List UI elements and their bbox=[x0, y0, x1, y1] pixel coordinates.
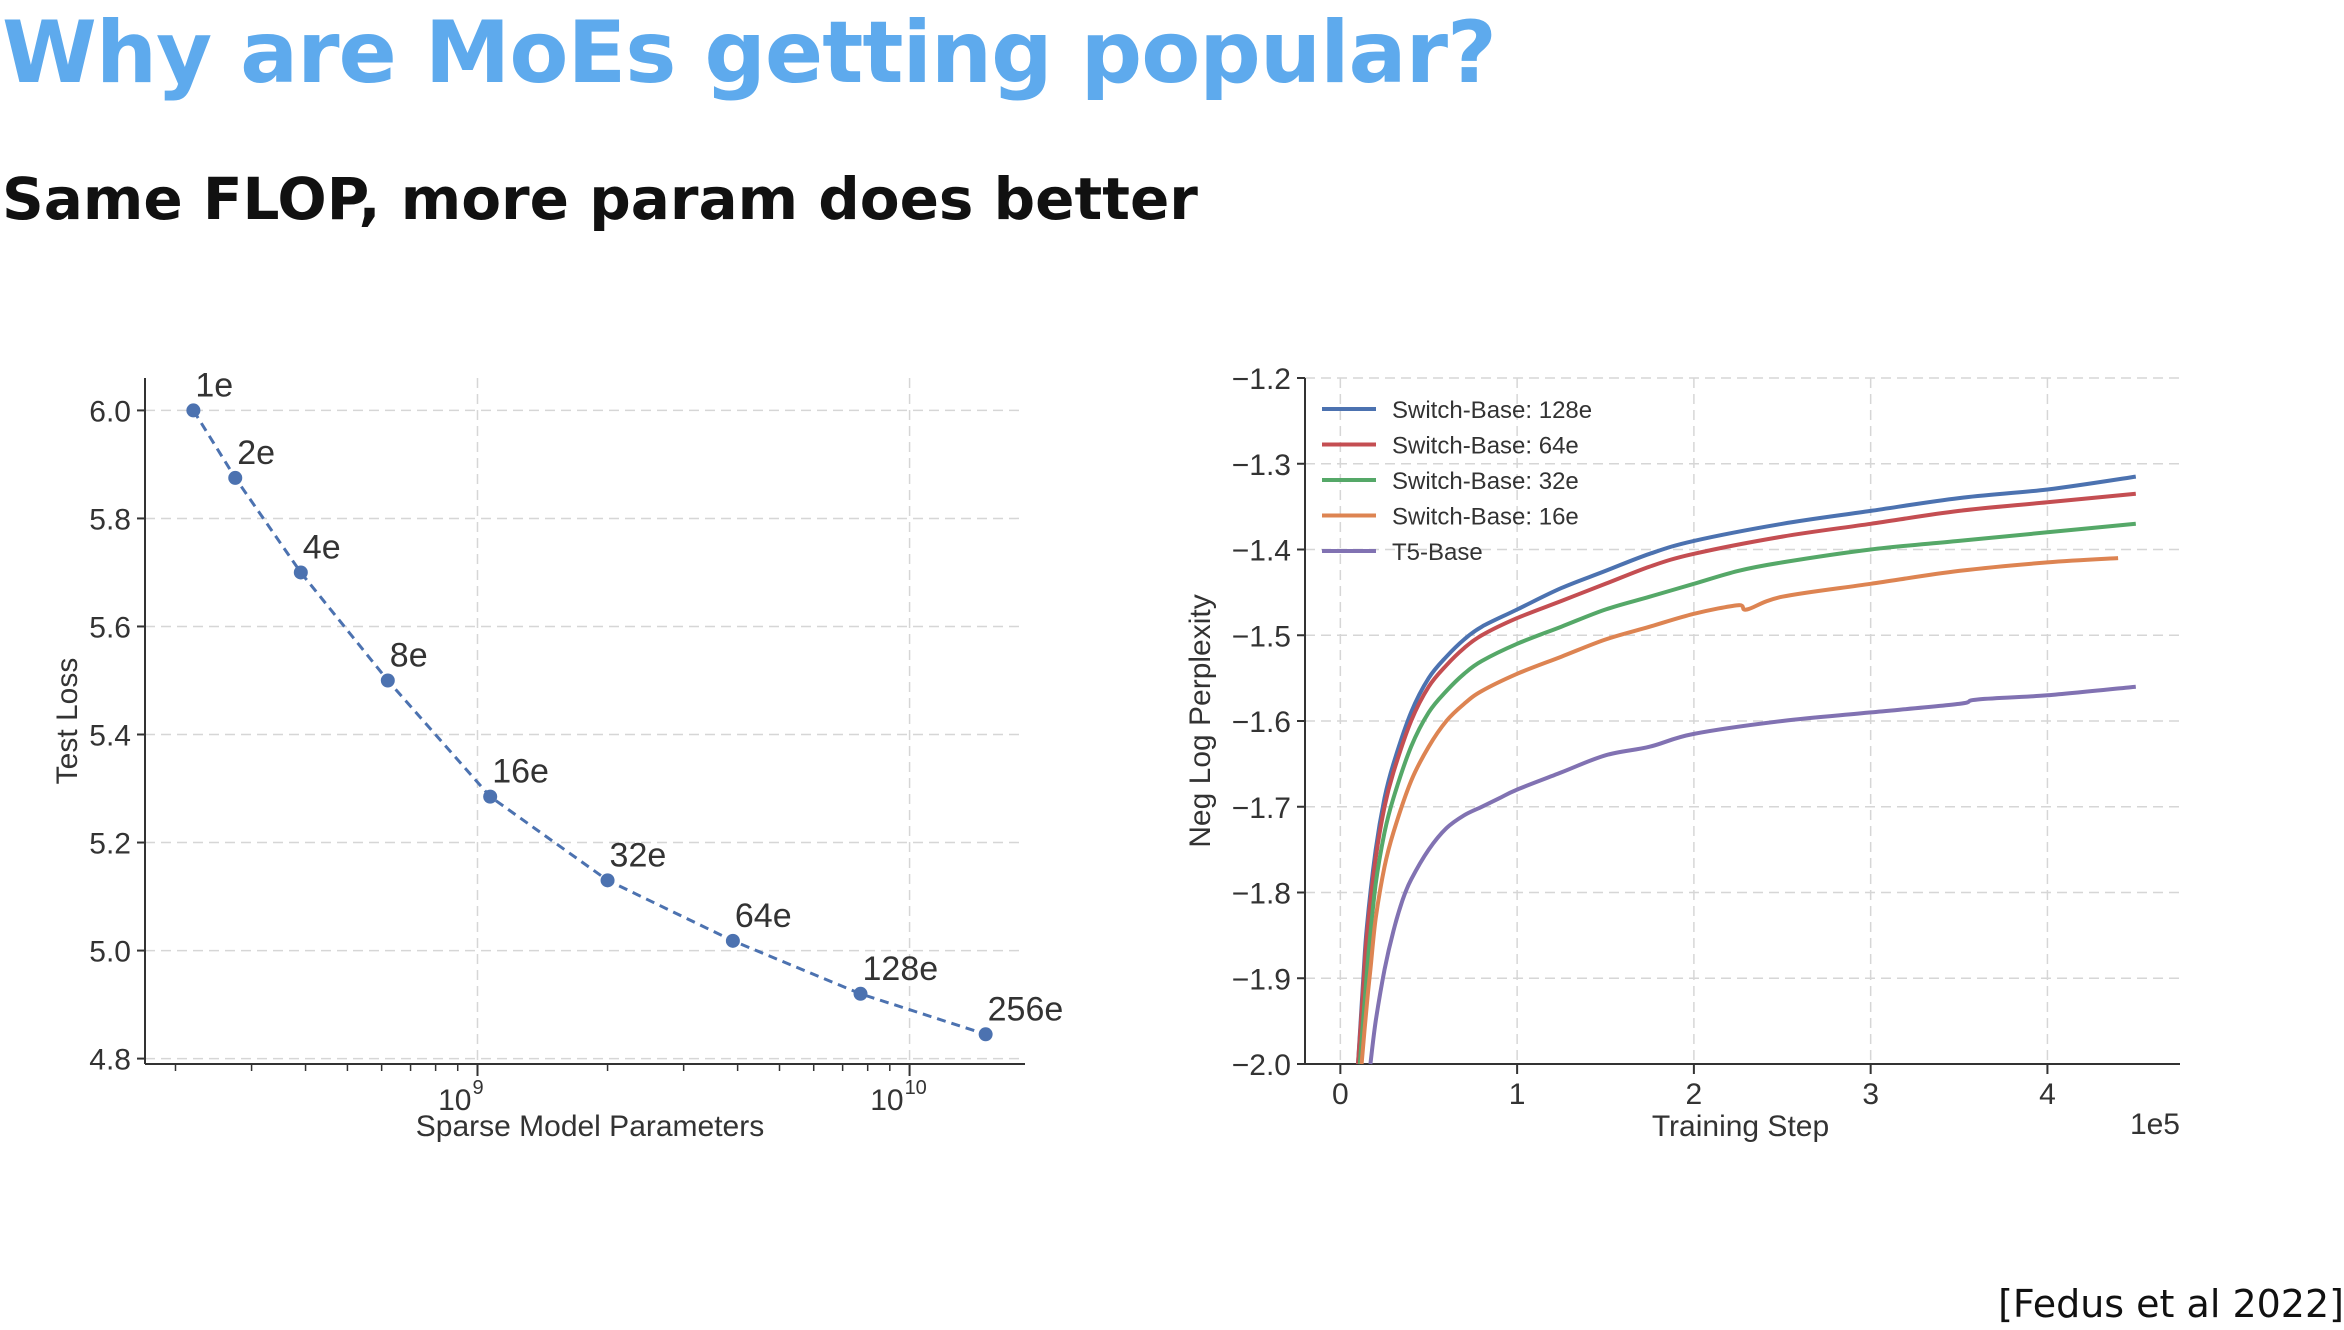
y-tick-label: 6.0 bbox=[89, 395, 131, 428]
legend: Switch-Base: 128e Switch-Base: 64e Switch-… bbox=[1322, 397, 1592, 566]
slide-subtitle: Same FLOP, more param does better bbox=[2, 165, 1198, 233]
x-tick-label: 2 bbox=[1686, 1078, 1703, 1111]
data-label-2e: 2e bbox=[237, 434, 275, 472]
data-point-128e bbox=[853, 986, 868, 1001]
data-label-4e: 4e bbox=[303, 528, 341, 566]
series-line-4 bbox=[1368, 684, 2136, 1065]
perplexity-chart: −1.2 −1.3 −1.4 −1.5 −1.6 −1.7 −1.8 −1.9 −2.0 0 1 2 3… bbox=[1184, 363, 2180, 1143]
series-line-2 bbox=[1357, 521, 2136, 1065]
data-label-128e: 128e bbox=[863, 950, 939, 988]
citation: [Fedus et al 2022] bbox=[1998, 1282, 2344, 1326]
data-label-32e: 32e bbox=[610, 836, 667, 874]
x-tick-label: 3 bbox=[1862, 1078, 1879, 1111]
legend-label-2: Switch-Base: 32e bbox=[1392, 468, 1579, 495]
data-label-8e: 8e bbox=[390, 636, 428, 674]
x-tick-label-exponent: 10 bbox=[905, 1077, 927, 1099]
x-axis-label: Sparse Model Parameters bbox=[416, 1110, 765, 1143]
y-tick-label: −2.0 bbox=[1232, 1049, 1291, 1082]
legend-label-3: Switch-Base: 16e bbox=[1392, 504, 1579, 531]
data-point-1e bbox=[186, 403, 201, 418]
slide-title: Why are MoEs getting popular? bbox=[2, 3, 1497, 103]
x-tick-label-base: 10 bbox=[870, 1084, 903, 1117]
y-tick-label: −1.8 bbox=[1232, 878, 1291, 911]
data-label-16e: 16e bbox=[492, 753, 549, 791]
y-tick-label: −1.5 bbox=[1232, 620, 1291, 653]
series-line-3 bbox=[1359, 556, 2119, 1065]
y-tick-label: −1.4 bbox=[1232, 535, 1291, 568]
data-label-256e: 256e bbox=[988, 990, 1064, 1028]
y-axis-label: Neg Log Perplexity bbox=[1184, 594, 1217, 847]
y-tick-label: −1.2 bbox=[1232, 363, 1291, 396]
legend-label-4: T5-Base bbox=[1392, 539, 1483, 566]
x-tick-label-exponent: 9 bbox=[472, 1077, 483, 1099]
y-tick-label: −1.3 bbox=[1232, 449, 1291, 482]
data-point-256e bbox=[978, 1027, 993, 1042]
x-axis-label: Training Step bbox=[1652, 1110, 1829, 1143]
data-point-32e bbox=[600, 873, 615, 888]
data-point-4e bbox=[293, 565, 308, 580]
x-tick-label: 1 bbox=[1509, 1078, 1526, 1111]
y-tick-label: 5.2 bbox=[89, 828, 131, 861]
series-line-1 bbox=[1356, 491, 2136, 1065]
legend-label-0: Switch-Base: 128e bbox=[1392, 397, 1592, 424]
y-tick-label: 5.4 bbox=[89, 720, 131, 753]
y-tick-label: −1.7 bbox=[1232, 792, 1291, 825]
data-point-2e bbox=[228, 470, 243, 485]
scaling-curve bbox=[192, 409, 987, 1036]
data-label-64e: 64e bbox=[735, 897, 792, 935]
y-tick-label: 4.8 bbox=[89, 1044, 131, 1077]
y-tick-label: 5.0 bbox=[89, 936, 131, 969]
data-point-16e bbox=[483, 789, 498, 804]
y-tick-label: −1.9 bbox=[1232, 963, 1291, 996]
data-point-64e bbox=[725, 933, 740, 948]
x-tick-label-base: 10 bbox=[438, 1084, 471, 1117]
x-tick-label: 0 bbox=[1332, 1078, 1349, 1111]
data-label-1e: 1e bbox=[195, 366, 233, 404]
x-axis-multiplier: 1e5 bbox=[2130, 1108, 2180, 1141]
legend-label-1: Switch-Base: 64e bbox=[1392, 433, 1579, 460]
y-tick-label: −1.6 bbox=[1232, 706, 1291, 739]
y-tick-label: 5.8 bbox=[89, 503, 131, 536]
y-axis-label: Test Loss bbox=[51, 658, 84, 785]
y-tick-label: 5.6 bbox=[89, 611, 131, 644]
x-tick-label: 4 bbox=[2039, 1078, 2056, 1111]
data-point-8e bbox=[380, 673, 395, 688]
